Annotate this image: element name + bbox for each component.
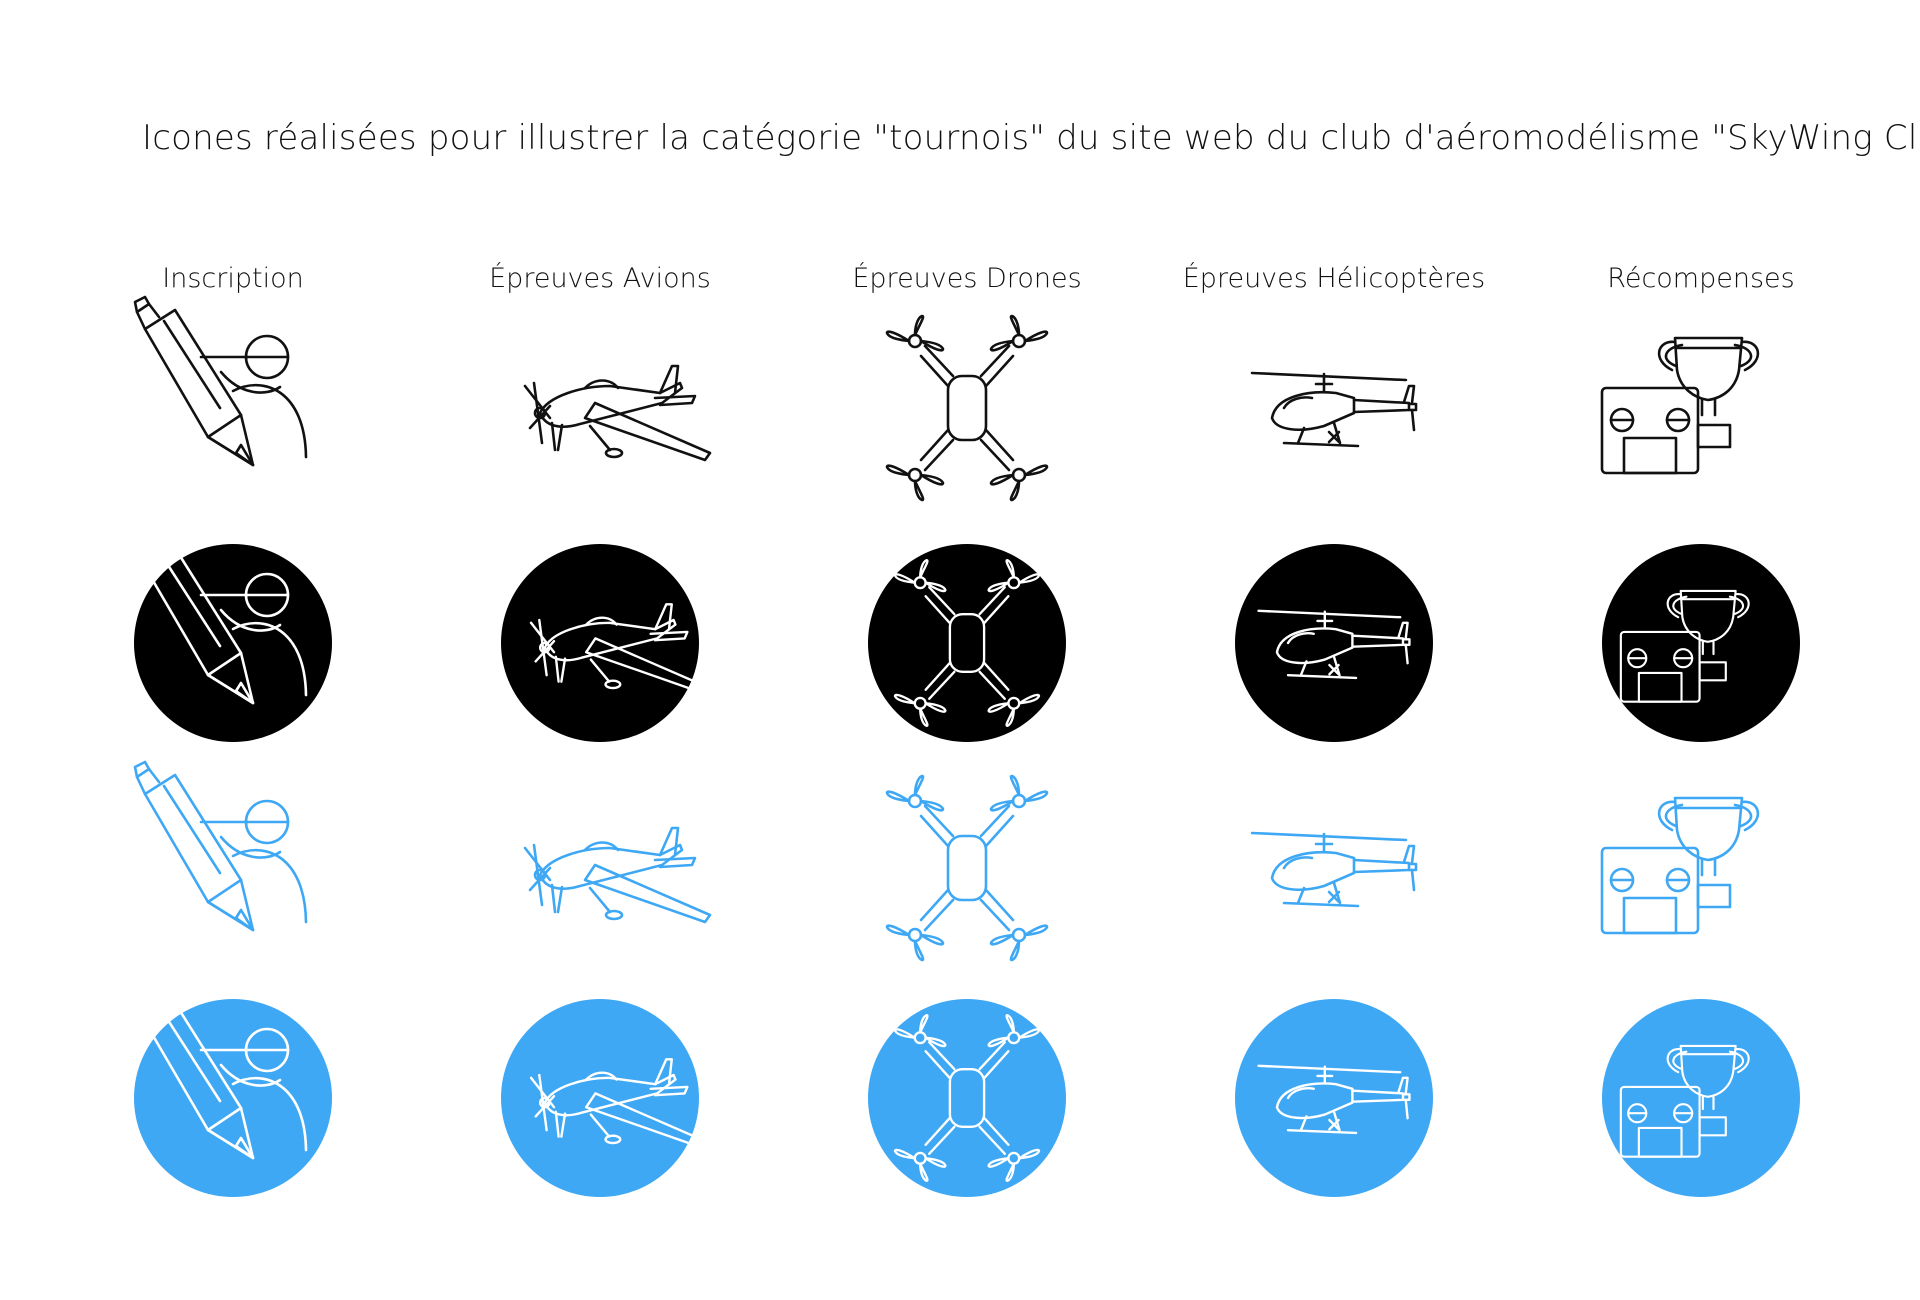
pen-pilot-icon[interactable] [133,760,308,932]
airplane-icon[interactable] [523,364,712,462]
blue-circle-badge [1235,999,1433,1197]
trophy-remote-icon[interactable] [1600,796,1760,935]
column-label-epreuves-avions: Épreuves Avions [489,263,711,294]
blue-circle-badge [501,999,699,1197]
page-title: Icones réalisées pour illustrer la catég… [142,118,1920,158]
column-label-epreuves-helicopteres: Épreuves Hélicoptères [1182,263,1486,294]
row-blue-circles [134,999,1800,1197]
black-circle-badge [1602,544,1800,742]
drone-icon[interactable] [885,314,1049,502]
drone-icon[interactable] [885,774,1049,962]
black-circle-badge [501,544,699,742]
airplane-icon[interactable] [523,826,712,924]
black-circle-badge [868,544,1066,742]
column-label-epreuves-drones: Épreuves Drones [852,263,1082,294]
column-label-inscription: Inscription [162,263,304,294]
row-black-circles [134,544,1800,742]
blue-circle-badge [1602,999,1800,1197]
pen-pilot-icon[interactable] [133,295,308,467]
black-circle-badge [134,544,332,742]
helicopter-icon[interactable] [1250,371,1418,448]
blue-circle-badge [134,999,332,1197]
row-outline-blue [133,760,1760,962]
row-outline-black [133,295,1760,502]
helicopter-icon[interactable] [1250,831,1418,908]
column-label-recompenses: Récompenses [1607,263,1795,294]
black-circle-badge [1235,544,1433,742]
blue-circle-badge [868,999,1066,1197]
trophy-remote-icon[interactable] [1600,336,1760,475]
